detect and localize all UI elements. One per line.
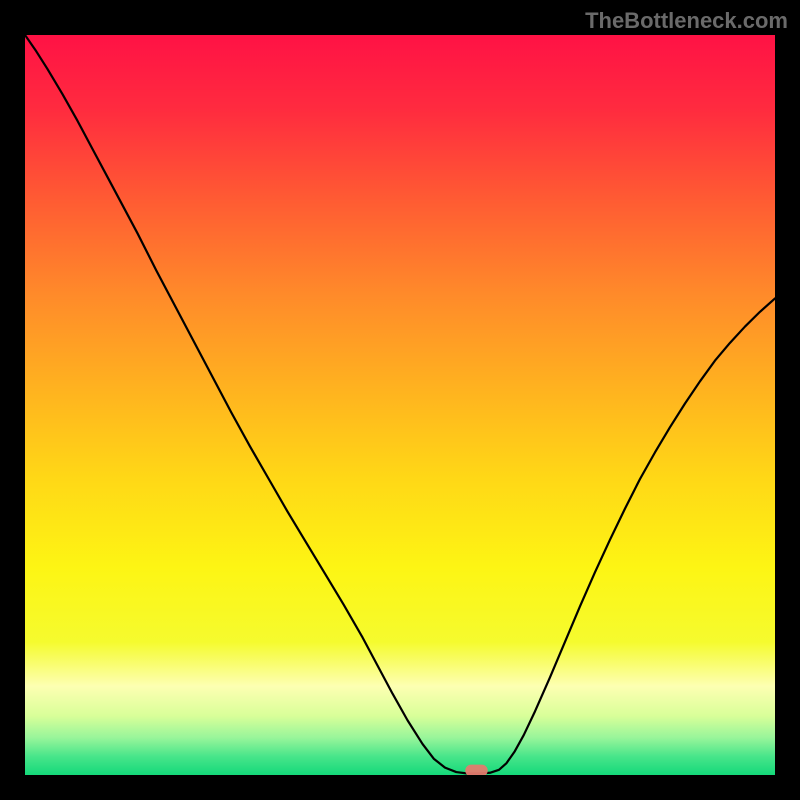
gradient-background bbox=[25, 35, 775, 775]
optimal-point-marker bbox=[465, 765, 488, 775]
plot-area bbox=[25, 35, 775, 775]
watermark-text: TheBottleneck.com bbox=[585, 8, 788, 34]
chart-frame: TheBottleneck.com bbox=[0, 0, 800, 800]
plot-svg bbox=[25, 35, 775, 775]
